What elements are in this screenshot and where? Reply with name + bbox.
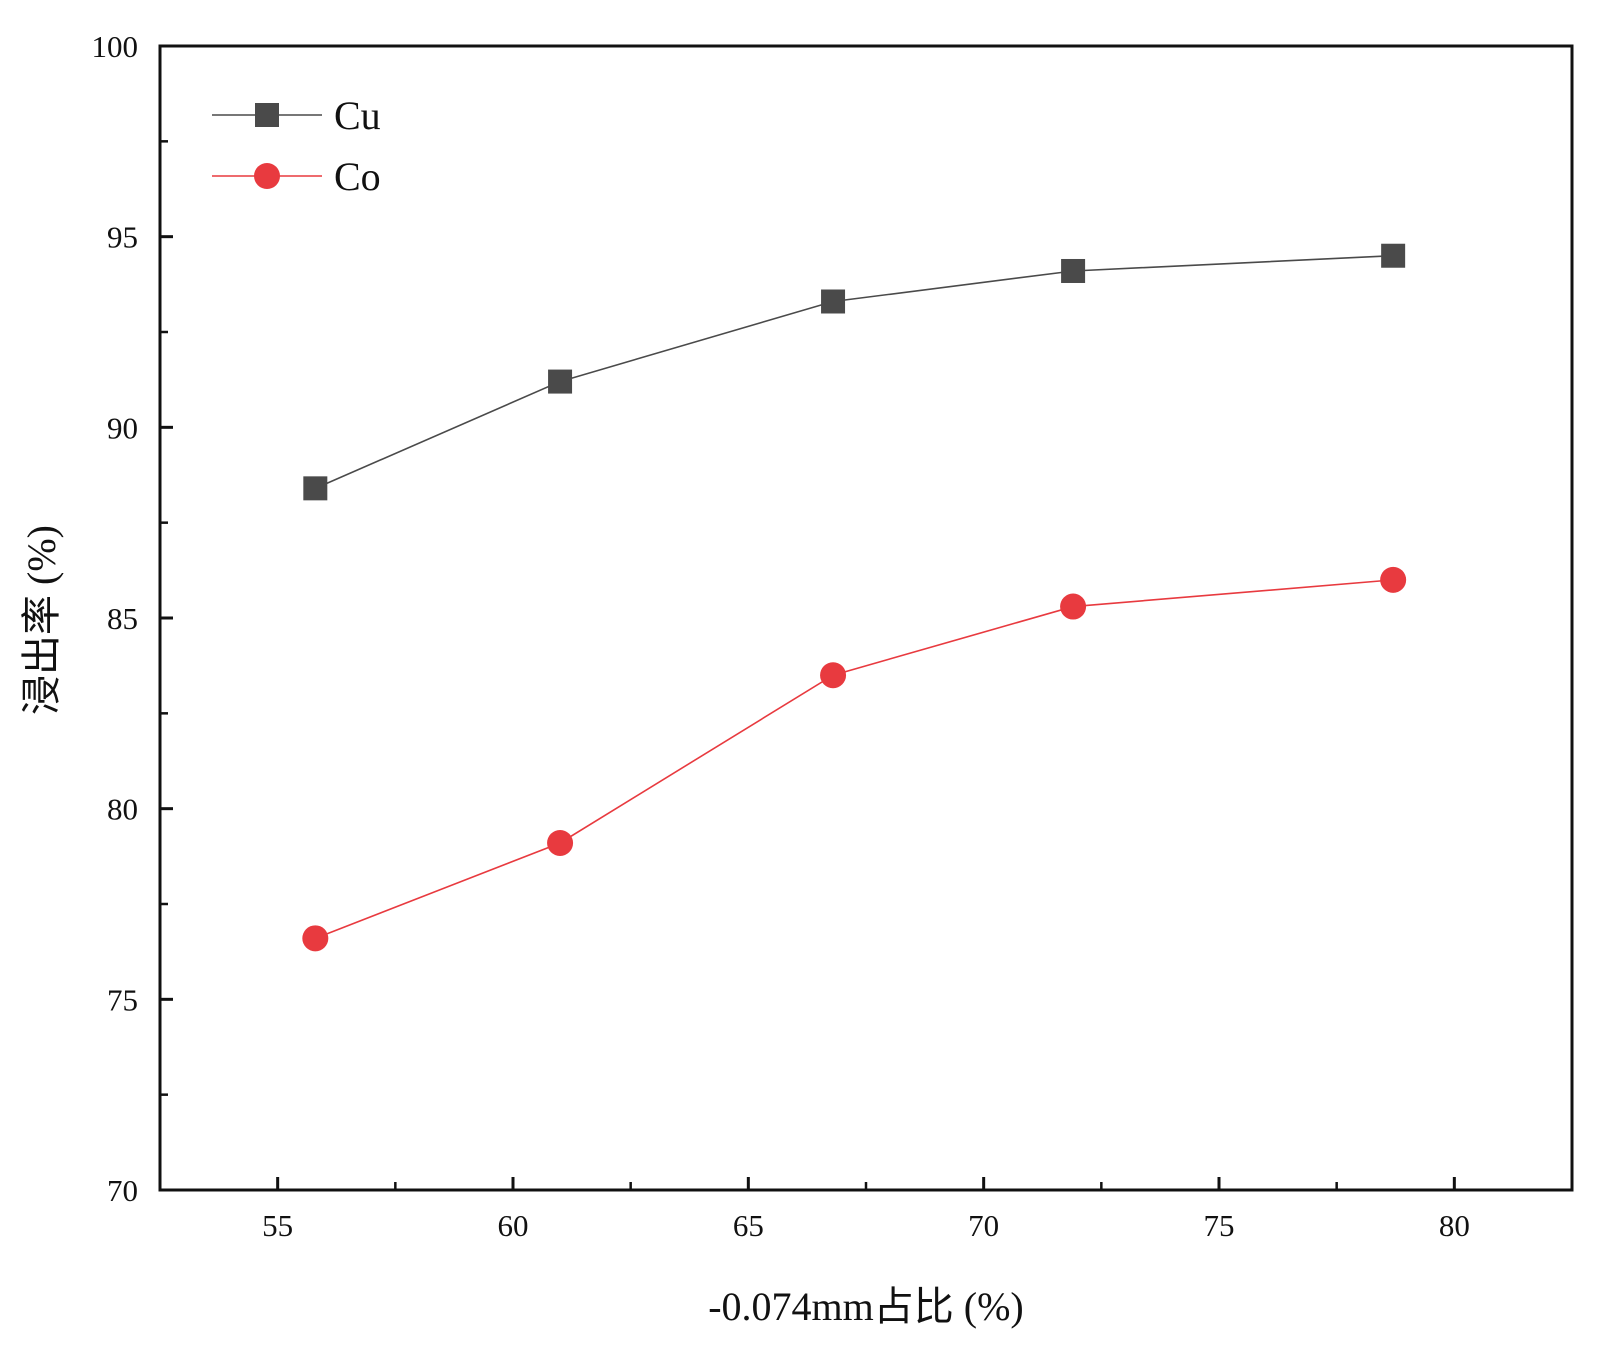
data-point-co <box>302 925 329 952</box>
y-tick-label: 75 <box>107 982 138 1017</box>
legend: Cu Co <box>212 93 381 199</box>
x-tick-label: 55 <box>262 1208 293 1243</box>
axes <box>158 44 1574 1192</box>
y-tick-label: 95 <box>107 220 138 255</box>
data-point-cu <box>548 369 573 394</box>
data-point-cu <box>303 476 328 501</box>
y-tick-label: 100 <box>92 29 139 64</box>
x-tick-label: 80 <box>1439 1208 1470 1243</box>
data-point-cu <box>821 289 846 314</box>
x-tick-label: 65 <box>733 1208 764 1243</box>
x-tick-label: 60 <box>498 1208 529 1243</box>
data-point-co <box>547 829 574 856</box>
data-point-co <box>1060 593 1087 620</box>
data-point-co <box>1380 566 1407 593</box>
y-tick-label: 70 <box>107 1173 138 1208</box>
data-point-cu <box>1381 243 1406 268</box>
x-axis-ticks: 55 60 65 70 75 80 <box>158 1177 1574 1243</box>
x-axis-title: -0.074mm占比 (%) <box>708 1284 1024 1329</box>
legend-label-co: Co <box>334 154 381 199</box>
series-line-co <box>315 579 1394 940</box>
series-line-cu <box>315 254 1394 490</box>
y-tick-label: 90 <box>107 410 138 445</box>
plot-frame <box>158 44 1574 1192</box>
y-tick-label: 85 <box>107 601 138 636</box>
legend-marker-cu <box>255 103 279 127</box>
legend-label-cu: Cu <box>334 93 381 138</box>
x-tick-label: 70 <box>968 1208 999 1243</box>
x-tick-label: 75 <box>1204 1208 1235 1243</box>
y-axis-title: 浸出率 (%) <box>19 525 64 715</box>
y-tick-label: 80 <box>107 792 138 827</box>
legend-marker-co <box>254 163 280 189</box>
data-point-co <box>820 662 847 689</box>
plot-series <box>302 243 1407 952</box>
y-axis-ticks: 70 75 80 85 90 95 100 <box>92 29 173 1208</box>
data-point-cu <box>1061 258 1086 283</box>
